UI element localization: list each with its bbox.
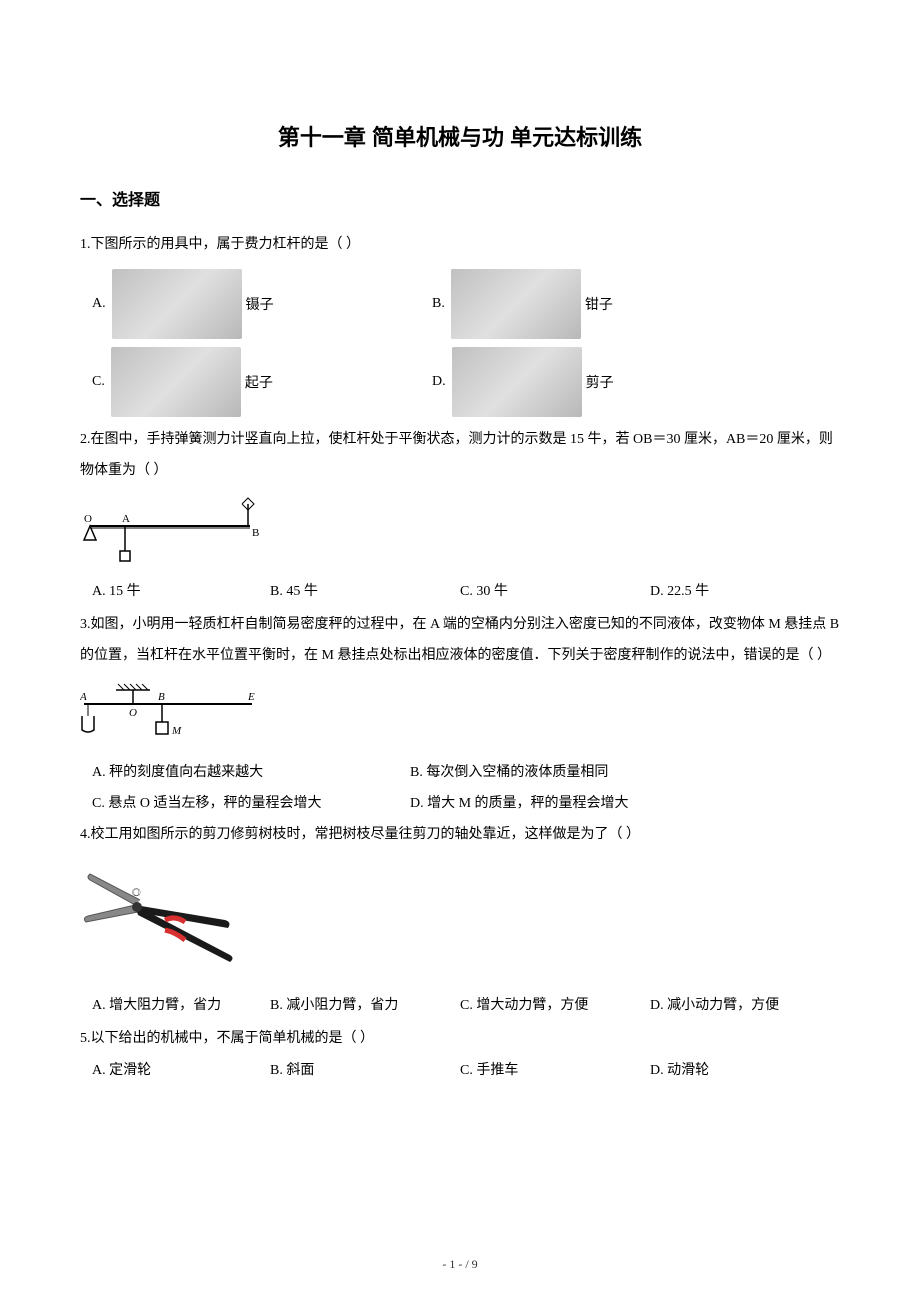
q3-label-a: A — [80, 691, 87, 703]
q1-options-row2: C. 起子 D. 剪子 — [80, 347, 840, 417]
q2-option-b: B. 45 牛 — [270, 580, 460, 600]
chapter-title: 第十一章 简单机械与功 单元达标训练 — [80, 120, 840, 152]
q5-option-b: B. 斜面 — [270, 1059, 460, 1079]
scissors-icon — [452, 347, 582, 417]
q2-option-a: A. 15 牛 — [80, 580, 270, 600]
tweezers-icon — [112, 269, 242, 339]
q3-option-c: C. 悬点 O 适当左移，秤的量程会增大 — [80, 789, 410, 820]
option-text: 钳子 — [585, 294, 613, 314]
q4-label-o: O — [132, 885, 141, 899]
bottle-opener-icon — [111, 347, 241, 417]
q5-option-a: A. 定滑轮 — [80, 1059, 270, 1079]
q4-option-a: A. 增大阻力臂，省力 — [80, 994, 270, 1014]
option-label: B. — [432, 296, 445, 312]
q3-options: A. 秤的刻度值向右越来越大 B. 每次倒入空桶的液体质量相同 C. 悬点 O … — [80, 758, 840, 820]
q4-option-b: B. 减小阻力臂，省力 — [270, 994, 460, 1014]
q3-option-d: D. 增大 M 的质量，秤的量程会增大 — [410, 789, 840, 820]
q3-stem: 3.如图，小明用一轻质杠杆自制简易密度秤的过程中，在 A 端的空桶内分别注入密度… — [80, 610, 840, 672]
q2-stem: 2.在图中，手持弹簧测力计竖直向上拉，使杠杆处于平衡状态，测力计的示数是 15 … — [80, 425, 840, 487]
page-number: - 1 - / 9 — [0, 1257, 920, 1272]
q1-stem: 1.下图所示的用具中，属于费力杠杆的是（ ） — [80, 230, 840, 261]
q2-option-d: D. 22.5 牛 — [650, 580, 840, 600]
q4-option-c: C. 增大动力臂，方便 — [460, 994, 650, 1014]
q1-options-row1: A. 镊子 B. 钳子 — [80, 269, 840, 339]
option-text: 起子 — [245, 372, 273, 392]
q4-option-d: D. 减小动力臂，方便 — [650, 994, 840, 1014]
q4-diagram: O — [80, 860, 240, 980]
q5-option-c: C. 手推车 — [460, 1059, 650, 1079]
q1-option-d: D. 剪子 — [420, 347, 760, 417]
q2-label-o: O — [84, 513, 92, 525]
q3-option-a: A. 秤的刻度值向右越来越大 — [80, 758, 410, 789]
q5-options: A. 定滑轮 B. 斜面 C. 手推车 D. 动滑轮 — [80, 1059, 840, 1079]
section-heading: 一、选择题 — [80, 186, 840, 210]
pliers-icon — [451, 269, 581, 339]
q1-option-c: C. 起子 — [80, 347, 420, 417]
option-label: C. — [92, 374, 105, 390]
q2-option-c: C. 30 牛 — [460, 580, 650, 600]
q3-label-e: E — [247, 691, 255, 703]
q2-label-a: A — [122, 513, 130, 525]
q5-stem: 5.以下给出的机械中，不属于简单机械的是（ ） — [80, 1024, 840, 1055]
option-label: D. — [432, 374, 446, 390]
q3-label-o: O — [129, 707, 137, 719]
q3-diagram: A O B E M — [80, 682, 260, 744]
q4-options: A. 增大阻力臂，省力 B. 减小阻力臂，省力 C. 增大动力臂，方便 D. 减… — [80, 994, 840, 1014]
q2-label-b: B — [252, 527, 259, 539]
q3-label-m: M — [171, 725, 182, 737]
q1-option-a: A. 镊子 — [80, 269, 420, 339]
q3-label-b: B — [158, 691, 165, 703]
q3-option-b: B. 每次倒入空桶的液体质量相同 — [410, 758, 840, 789]
q2-diagram: O A B — [80, 496, 270, 566]
q2-options: A. 15 牛 B. 45 牛 C. 30 牛 D. 22.5 牛 — [80, 580, 840, 600]
option-text: 剪子 — [586, 372, 614, 392]
q4-stem: 4.校工用如图所示的剪刀修剪树枝时，常把树枝尽量往剪刀的轴处靠近，这样做是为了（… — [80, 820, 840, 851]
q5-option-d: D. 动滑轮 — [650, 1059, 840, 1079]
option-text: 镊子 — [246, 294, 274, 314]
q1-option-b: B. 钳子 — [420, 269, 760, 339]
option-label: A. — [92, 296, 106, 312]
